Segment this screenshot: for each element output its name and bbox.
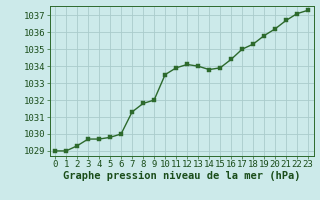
- X-axis label: Graphe pression niveau de la mer (hPa): Graphe pression niveau de la mer (hPa): [63, 171, 300, 181]
